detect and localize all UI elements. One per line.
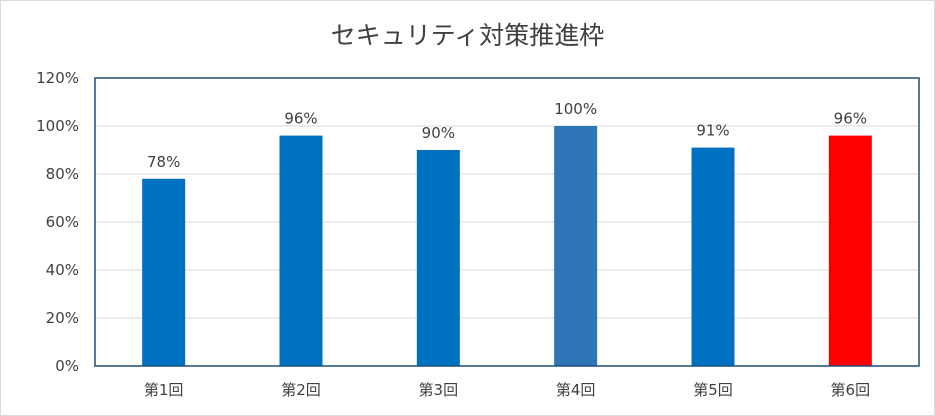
x-tick-label: 第3回 (419, 381, 459, 399)
x-tick-label: 第4回 (556, 381, 596, 399)
x-tick-label: 第2回 (281, 381, 321, 399)
x-axis-labels: 第1回 第2回 第3回 第4回 第5回 第6回 (144, 381, 870, 399)
y-tick-label: 20% (46, 309, 79, 327)
data-label: 100% (554, 100, 597, 118)
bar (142, 178, 186, 366)
data-label: 96% (834, 110, 867, 128)
data-label: 90% (422, 124, 455, 142)
data-labels: 78% 96% 90% 100% 91% 96% (147, 100, 867, 171)
x-tick-label: 第5回 (693, 381, 733, 399)
bar (828, 135, 872, 366)
y-tick-label: 0% (55, 357, 79, 375)
gridlines (95, 77, 919, 367)
data-label: 78% (147, 153, 180, 171)
data-label: 96% (284, 110, 317, 128)
bar (691, 147, 735, 366)
y-tick-label: 60% (46, 213, 79, 231)
bar (554, 126, 598, 366)
plot-area-border (94, 77, 920, 367)
chart-title: セキュリティ対策推進枠 (330, 21, 605, 50)
y-tick-label: 40% (46, 261, 79, 279)
x-tick-label: 第6回 (831, 381, 871, 399)
y-tick-label: 80% (46, 165, 79, 183)
bars (142, 126, 872, 366)
y-tick-label: 100% (36, 117, 79, 135)
bar (279, 135, 323, 366)
x-tick-label: 第1回 (144, 381, 184, 399)
data-label: 91% (696, 122, 729, 140)
bar (416, 150, 460, 366)
y-tick-label: 120% (36, 69, 79, 87)
y-axis-ticks: 0% 20% 40% 60% 80% 100% 120% (36, 69, 79, 375)
